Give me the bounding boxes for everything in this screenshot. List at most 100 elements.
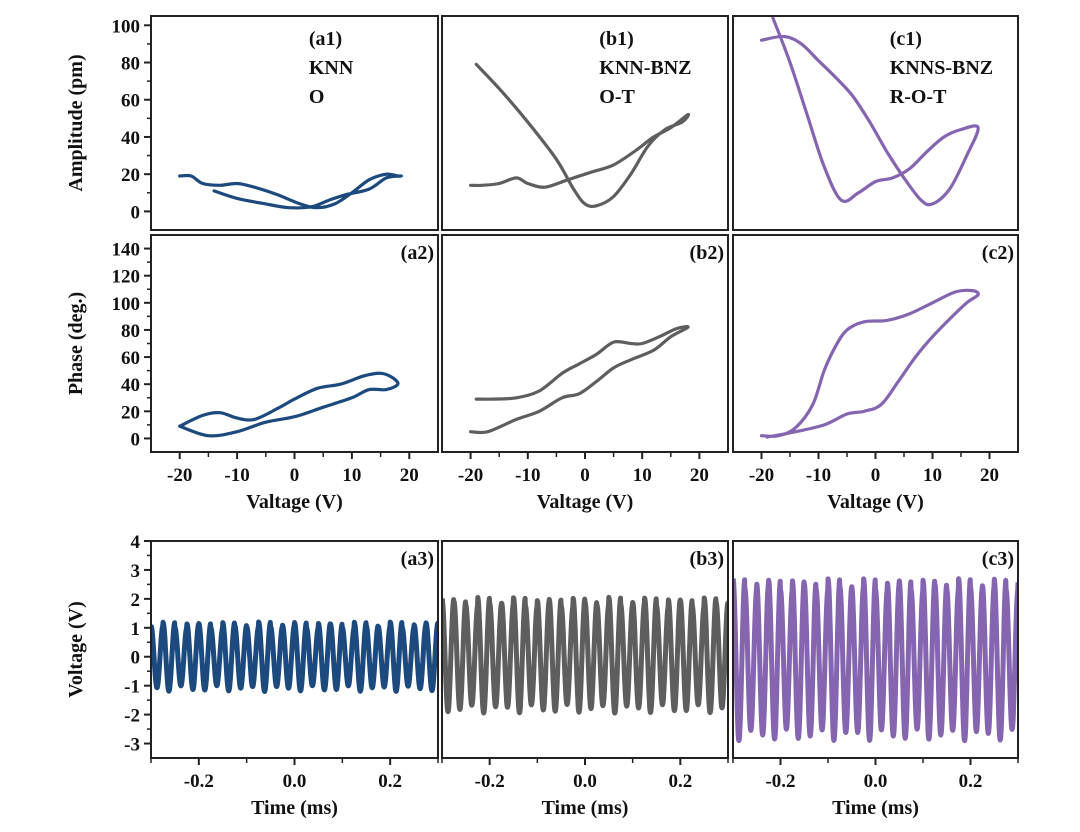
x-axis-label: Valtage (V) [537,491,633,513]
x-tick-label: -0.2 [184,771,214,792]
x-tick-label: 0.2 [378,771,402,792]
panel-label: (a3) [401,548,434,570]
plot-frame [732,15,1019,231]
data-layer [759,288,980,439]
sample-annotation: R-O-T [890,86,947,108]
x-tick-label: 0.0 [283,771,307,792]
panel-a2: 0 20 40 60 80 100 120 140 -20 -10 0 10 20 Valtage (V)… [65,234,439,513]
y-axis-label: Amplitude (pm) [65,54,87,191]
x-tick-label: 0.2 [959,771,983,792]
y-tick-label: 100 [112,294,141,315]
y-tick-label: 140 [112,240,141,261]
data-layer [443,594,727,716]
panel-b3: -0.2 0.0 0.2 Time (ms) (b3) [441,540,729,819]
panel-label: (c3) [982,548,1014,570]
x-tick-label: 0 [580,465,590,486]
y-tick-label: -1 [124,677,140,698]
x-tick-label: 20 [980,465,999,486]
sample-annotation: O-T [599,86,635,108]
x-tick-label: -10 [806,465,831,486]
x-axis-label: Time (ms) [251,797,338,819]
sample-annotation: O [309,86,325,108]
x-tick-label: -20 [749,465,774,486]
data-layer [469,325,690,435]
data-layer [178,172,403,210]
x-axis-label: Valtage (V) [246,491,342,513]
y-tick-label: 3 [131,561,141,582]
y-axis-label: Voltage (V) [65,601,87,697]
data-layer [734,576,1017,744]
x-tick-label: -0.2 [765,771,795,792]
x-tick-label: 0.0 [864,771,888,792]
y-tick-label: 80 [121,321,140,342]
panel-label: (c1) [890,28,922,50]
series-line-b2 [469,325,690,435]
x-tick-label: 0.2 [668,771,692,792]
y-tick-label: 100 [112,16,141,37]
plot-frame [441,15,729,231]
y-tick-label: 20 [121,402,140,423]
y-tick-label: 1 [131,619,141,640]
x-tick-label: 20 [690,465,709,486]
y-tick-label: 0 [131,648,141,669]
y-tick-label: 120 [112,267,141,288]
x-tick-label: -20 [167,465,192,486]
panel-label: (a1) [309,28,342,50]
y-tick-label: 4 [131,532,141,553]
y-tick-label: 80 [121,54,140,75]
y-tick-label: -3 [124,735,140,756]
y-tick-label: 2 [131,590,141,611]
panel-label: (a2) [401,242,434,264]
data-layer [469,62,691,209]
y-tick-label: 40 [121,128,140,149]
sample-annotation: KNNS-BNZ [890,57,993,79]
sample-annotation: KNN-BNZ [599,57,691,79]
sample-annotation: KNN [309,57,354,79]
panel-a1: 0 20 40 60 80 100 Amplitude (pm) (a1) KNN O [65,15,439,231]
data-layer [178,371,400,438]
y-tick-label: 60 [121,91,140,112]
plot-frame [732,234,1019,453]
panel-a3: -3 -2 -1 0 1 2 3 4 -0.2 0.0 0.2 Time (ms) Voltage (V… [65,532,439,819]
x-tick-label: 0 [290,465,300,486]
x-tick-label: 10 [633,465,652,486]
panel-c1: (c1) KNNS-BNZ R-O-T [732,15,1019,231]
waveform-line-a3 [152,619,437,694]
x-tick-label: 10 [923,465,942,486]
x-tick-label: -10 [515,465,540,486]
panel-label: (b3) [690,548,724,570]
plot-frame [150,15,439,231]
x-tick-label: 0.0 [573,771,597,792]
waveform-line-b3 [443,594,727,716]
panel-label: (b1) [599,28,633,50]
panel-b2: -20 -10 0 10 20 Valtage (V) (b2) [441,234,729,513]
x-tick-label: -20 [458,465,483,486]
x-tick-label: 0 [871,465,881,486]
plot-frame [441,234,729,453]
panel-label: (c2) [982,242,1014,264]
panel-b1: (b1) KNN-BNZ O-T [441,15,729,231]
data-layer [152,619,437,694]
y-tick-label: 60 [121,348,140,369]
data-layer [759,17,980,207]
x-tick-label: -0.2 [475,771,505,792]
x-tick-label: -10 [224,465,249,486]
y-tick-label: 20 [121,165,140,186]
panel-label: (b2) [690,242,724,264]
panel-c2: -20 -10 0 10 20 Valtage (V) (c2) [732,234,1019,513]
y-tick-label: 0 [131,202,141,223]
waveform-line-c3 [734,576,1017,744]
x-tick-label: 20 [400,465,419,486]
x-axis-label: Valtage (V) [827,491,923,513]
x-axis-label: Time (ms) [542,797,629,819]
series-line-c2 [759,288,980,439]
series-line-b1 [469,62,691,209]
series-line-a1 [178,172,403,210]
y-tick-label: 0 [131,429,141,450]
y-tick-label: 40 [121,375,140,396]
plot-frame [732,540,1019,759]
panel-c3: -0.2 0.0 0.2 Time (ms) (c3) [732,540,1019,819]
y-tick-label: -2 [124,706,140,727]
series-line-c1 [759,17,980,207]
